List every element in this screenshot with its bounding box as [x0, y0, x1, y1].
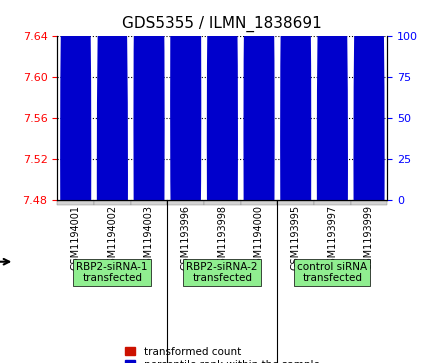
FancyBboxPatch shape	[353, 0, 385, 363]
Bar	[321, 171, 343, 200]
Text: control siRNA
transfected: control siRNA transfected	[297, 262, 367, 284]
FancyBboxPatch shape	[170, 0, 202, 363]
Bar	[358, 151, 380, 200]
Bar	[175, 44, 197, 200]
Bar	[285, 113, 307, 200]
FancyBboxPatch shape	[204, 201, 241, 204]
Text: RBP2-siRNA-2
transfected: RBP2-siRNA-2 transfected	[187, 262, 258, 284]
FancyBboxPatch shape	[243, 0, 275, 363]
FancyBboxPatch shape	[94, 201, 131, 204]
FancyBboxPatch shape	[133, 0, 165, 363]
FancyBboxPatch shape	[280, 0, 312, 363]
Title: GDS5355 / ILMN_1838691: GDS5355 / ILMN_1838691	[122, 16, 322, 32]
FancyBboxPatch shape	[97, 0, 128, 363]
FancyBboxPatch shape	[207, 0, 238, 363]
Bar	[101, 175, 123, 200]
Bar	[211, 113, 233, 200]
FancyBboxPatch shape	[131, 201, 167, 204]
FancyBboxPatch shape	[314, 201, 351, 204]
Bar	[248, 110, 270, 200]
FancyBboxPatch shape	[167, 201, 204, 204]
FancyBboxPatch shape	[317, 0, 348, 363]
FancyBboxPatch shape	[241, 201, 277, 204]
Bar	[138, 89, 160, 200]
Bar	[65, 144, 87, 200]
FancyBboxPatch shape	[277, 201, 314, 204]
Legend: transformed count, percentile rank within the sample: transformed count, percentile rank withi…	[122, 344, 323, 363]
FancyBboxPatch shape	[57, 201, 94, 204]
FancyBboxPatch shape	[351, 201, 387, 204]
Text: RBP2-siRNA-1
transfected: RBP2-siRNA-1 transfected	[77, 262, 148, 284]
FancyBboxPatch shape	[60, 0, 92, 363]
